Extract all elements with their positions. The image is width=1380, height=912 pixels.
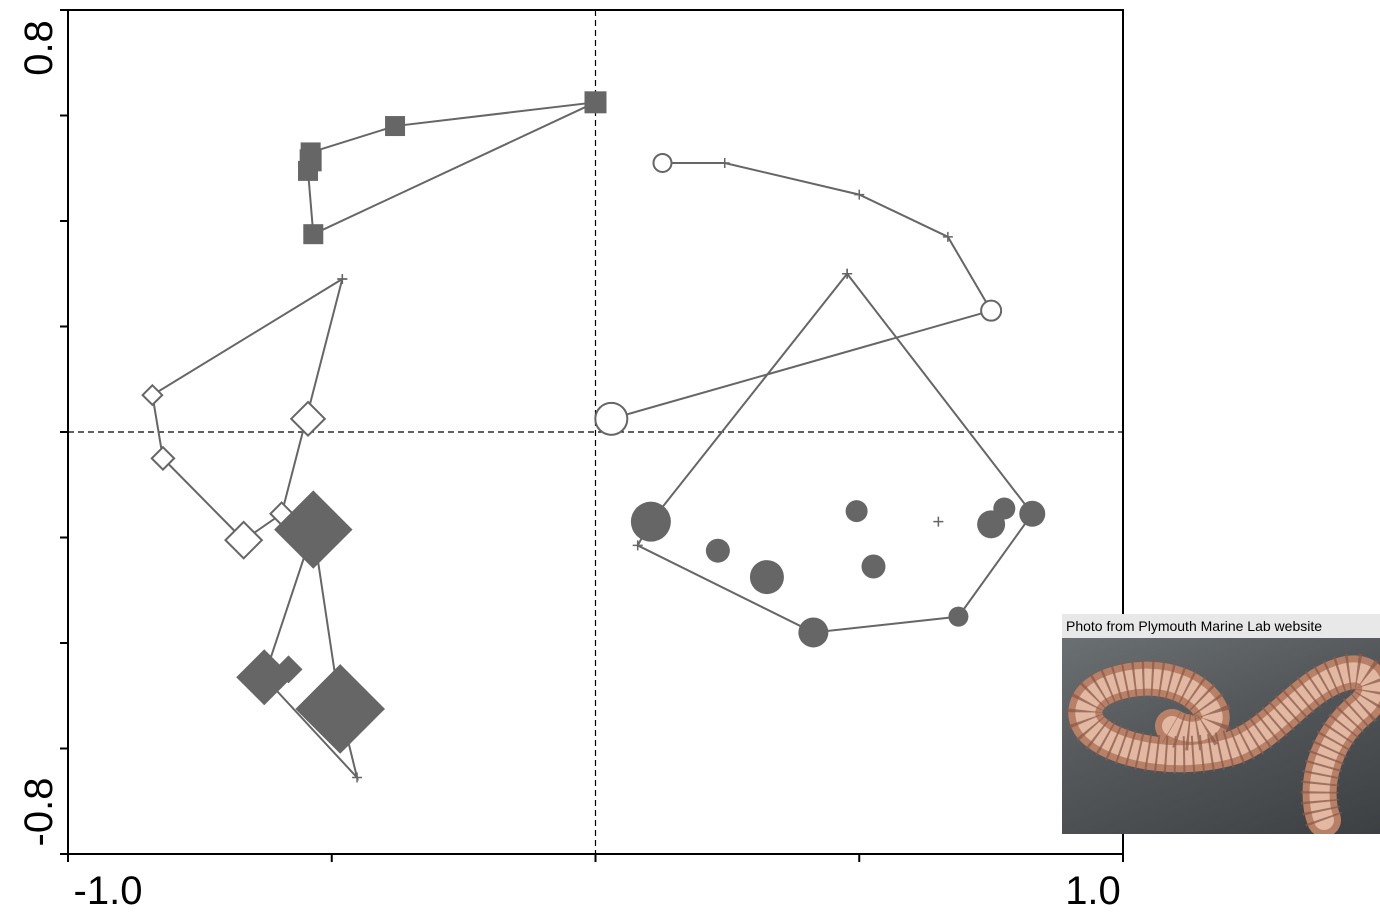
group-hull-line bbox=[611, 161, 993, 420]
open-diamond-marker bbox=[150, 445, 176, 471]
open-circle-marker bbox=[652, 152, 673, 173]
open-circle-marker bbox=[980, 299, 1003, 322]
circle-marker bbox=[1019, 500, 1046, 527]
square-marker bbox=[299, 149, 322, 172]
diamond-marker bbox=[274, 490, 353, 569]
group-hull-line bbox=[151, 278, 344, 542]
diamond-marker bbox=[295, 664, 385, 754]
worm-illustration bbox=[1066, 653, 1380, 834]
circle-marker bbox=[948, 606, 969, 627]
plus-marker bbox=[854, 189, 865, 200]
plus-marker bbox=[842, 268, 853, 279]
group-hull-line bbox=[636, 273, 1034, 634]
plus-marker bbox=[942, 231, 953, 242]
diamond-marker bbox=[236, 649, 293, 706]
square-marker bbox=[303, 224, 324, 245]
plus-marker bbox=[337, 274, 348, 285]
circle-marker bbox=[749, 560, 784, 595]
diamond-marker bbox=[274, 655, 303, 684]
open-circle-marker bbox=[594, 401, 629, 436]
open-diamond-marker bbox=[141, 383, 164, 407]
worm-photo: Photo from Plymouth Marine Lab website bbox=[1062, 614, 1380, 834]
photo-caption: Photo from Plymouth Marine Lab website bbox=[1062, 614, 1380, 638]
group-hull-line bbox=[307, 101, 596, 236]
plus-marker bbox=[719, 157, 730, 168]
plus-marker bbox=[632, 540, 643, 551]
circle-marker bbox=[630, 501, 671, 542]
y-tick-label: 0.8 bbox=[17, 20, 61, 76]
square-marker bbox=[584, 91, 607, 114]
plus-marker bbox=[352, 772, 363, 783]
y-tick-label: -0.8 bbox=[17, 778, 61, 847]
x-tick-label: 1.0 bbox=[1065, 869, 1121, 912]
x-tick-label: -1.0 bbox=[74, 869, 143, 912]
circle-marker bbox=[861, 554, 886, 579]
square-marker bbox=[385, 116, 406, 137]
circle-marker bbox=[993, 497, 1016, 520]
plus-marker bbox=[933, 516, 944, 527]
circle-marker bbox=[705, 538, 730, 563]
open-diamond-marker bbox=[224, 520, 264, 560]
circle-marker bbox=[798, 617, 829, 648]
circle-marker bbox=[845, 500, 868, 523]
open-diamond-marker bbox=[289, 400, 327, 438]
